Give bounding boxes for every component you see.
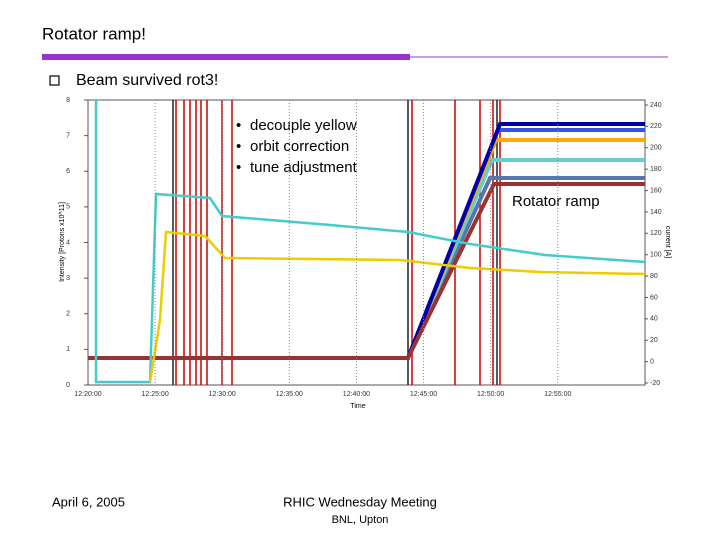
y2-tick-label: 40 <box>650 316 658 323</box>
x-tick-label: 12:55:00 <box>544 391 571 398</box>
footer-date: April 6, 2005 <box>52 494 125 509</box>
y2-tick-label: 100 <box>650 252 662 259</box>
y-tick-label: 7 <box>66 132 70 139</box>
bullet-box <box>49 75 60 86</box>
y2-tick-label: 0 <box>650 358 654 365</box>
plot: • decouple yellow • orbit correction • tune… <box>59 95 671 535</box>
y2-tick-label: 160 <box>650 187 662 194</box>
y-tick-label: 2 <box>66 311 70 318</box>
title-rule <box>42 54 410 60</box>
bullet: Beam survived rot3! <box>76 72 218 89</box>
y-tick-label: 5 <box>66 204 70 211</box>
x-tick-label: 12:25:00 <box>141 391 168 398</box>
y-tick-label: 1 <box>66 346 70 353</box>
y2-tick-label: 60 <box>650 294 658 301</box>
svg-text:•: • <box>236 138 241 155</box>
y2-tick-label: 220 <box>650 123 662 130</box>
note: decouple yellow <box>250 117 357 134</box>
y2-axis-label: current [A] <box>664 226 671 258</box>
y-tick-label: 6 <box>66 168 70 175</box>
callout: Rotator ramp <box>512 193 600 210</box>
y2-tick-label: 180 <box>650 166 662 173</box>
y2-tick-label: 120 <box>650 230 662 237</box>
notes: • decouple yellow • orbit correction • tune… <box>236 117 358 176</box>
svg-text:•: • <box>236 117 241 134</box>
footer-location: BNL, Upton <box>332 514 389 526</box>
marker-lines <box>172 100 498 385</box>
intensity-traces <box>94 100 646 384</box>
note: orbit correction <box>250 138 349 155</box>
y-tick-label: 4 <box>66 239 70 246</box>
y2-tick-label: 80 <box>650 273 658 280</box>
x-axis-label: Time <box>350 403 365 410</box>
svg-text:•: • <box>236 159 241 176</box>
footer-meeting: RHIC Wednesday Meeting <box>283 494 437 509</box>
slide-title: Rotator ramp! <box>42 24 146 43</box>
y2-tick-label: 20 <box>650 337 658 344</box>
y2-tick-label: 140 <box>650 209 662 216</box>
y2-tick-label: 240 <box>650 102 662 109</box>
y2-tick-label: 200 <box>650 145 662 152</box>
x-tick-label: 12:40:00 <box>343 391 370 398</box>
x-tick-label: 12:50:00 <box>477 391 504 398</box>
x-tick-label: 12:30:00 <box>209 391 236 398</box>
x-tick-label: 12:35:00 <box>276 391 303 398</box>
y-tick-label: 3 <box>66 275 70 282</box>
y2-tick-label: -20 <box>650 380 660 387</box>
x-tick-label: 12:20:00 <box>74 391 101 398</box>
y-axis-label: Intensity [Protons x10^11] <box>59 202 66 282</box>
current-traces <box>88 122 645 360</box>
x-tick-label: 12:45:00 <box>410 391 437 398</box>
note: tune adjustment <box>250 159 358 176</box>
y-tick-label: 8 <box>66 97 70 104</box>
y-tick-label: 0 <box>66 382 70 389</box>
